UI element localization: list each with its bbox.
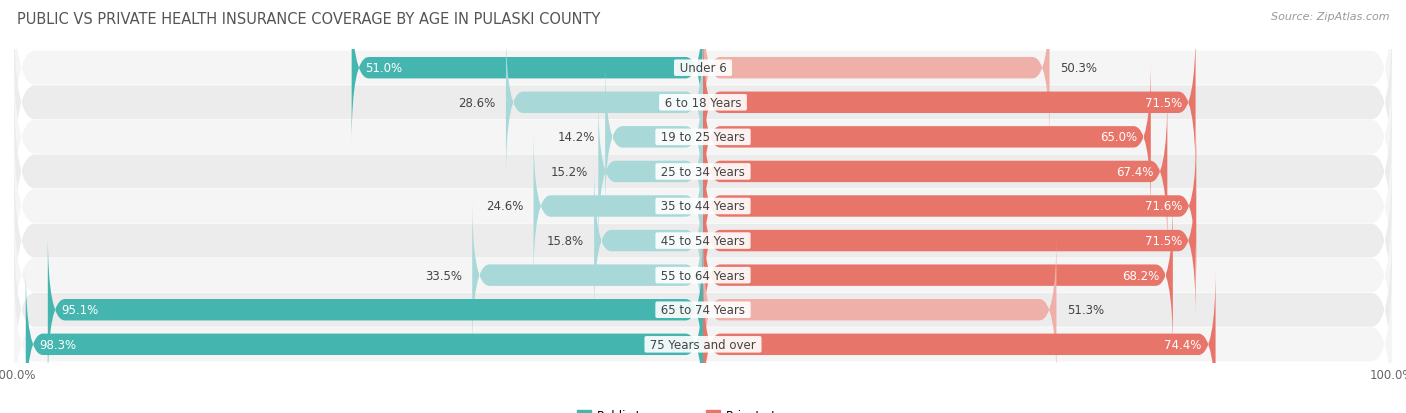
- Text: 65.0%: 65.0%: [1099, 131, 1137, 144]
- FancyBboxPatch shape: [14, 258, 1392, 413]
- Text: 98.3%: 98.3%: [39, 338, 77, 351]
- Text: 67.4%: 67.4%: [1116, 166, 1153, 178]
- Text: 28.6%: 28.6%: [458, 97, 496, 109]
- Text: PUBLIC VS PRIVATE HEALTH INSURANCE COVERAGE BY AGE IN PULASKI COUNTY: PUBLIC VS PRIVATE HEALTH INSURANCE COVER…: [17, 12, 600, 27]
- FancyBboxPatch shape: [703, 166, 1195, 316]
- FancyBboxPatch shape: [703, 0, 1049, 144]
- Text: 24.6%: 24.6%: [486, 200, 523, 213]
- Text: 71.5%: 71.5%: [1144, 97, 1182, 109]
- Text: 55 to 64 Years: 55 to 64 Years: [657, 269, 749, 282]
- FancyBboxPatch shape: [14, 189, 1392, 362]
- Text: 51.3%: 51.3%: [1067, 304, 1104, 316]
- FancyBboxPatch shape: [703, 200, 1173, 351]
- Text: 71.5%: 71.5%: [1144, 235, 1182, 247]
- FancyBboxPatch shape: [703, 97, 1167, 247]
- Text: 6 to 18 Years: 6 to 18 Years: [661, 97, 745, 109]
- Text: 45 to 54 Years: 45 to 54 Years: [657, 235, 749, 247]
- Text: 75 Years and over: 75 Years and over: [647, 338, 759, 351]
- Text: 33.5%: 33.5%: [425, 269, 461, 282]
- Text: 19 to 25 Years: 19 to 25 Years: [657, 131, 749, 144]
- Legend: Public Insurance, Private Insurance: Public Insurance, Private Insurance: [572, 404, 834, 413]
- Text: 14.2%: 14.2%: [557, 131, 595, 144]
- FancyBboxPatch shape: [14, 120, 1392, 293]
- FancyBboxPatch shape: [506, 28, 703, 178]
- FancyBboxPatch shape: [14, 17, 1392, 190]
- Text: 51.0%: 51.0%: [366, 62, 402, 75]
- FancyBboxPatch shape: [472, 200, 703, 351]
- FancyBboxPatch shape: [533, 131, 703, 282]
- FancyBboxPatch shape: [595, 166, 703, 316]
- FancyBboxPatch shape: [14, 0, 1392, 155]
- FancyBboxPatch shape: [703, 131, 1197, 282]
- Text: 25 to 34 Years: 25 to 34 Years: [657, 166, 749, 178]
- Text: 15.2%: 15.2%: [551, 166, 588, 178]
- FancyBboxPatch shape: [703, 235, 1056, 385]
- FancyBboxPatch shape: [14, 223, 1392, 396]
- FancyBboxPatch shape: [703, 28, 1195, 178]
- Text: 74.4%: 74.4%: [1164, 338, 1202, 351]
- FancyBboxPatch shape: [352, 0, 703, 144]
- Text: 95.1%: 95.1%: [62, 304, 98, 316]
- FancyBboxPatch shape: [605, 62, 703, 213]
- FancyBboxPatch shape: [48, 235, 703, 385]
- Text: 71.6%: 71.6%: [1144, 200, 1182, 213]
- FancyBboxPatch shape: [703, 62, 1152, 213]
- Text: 50.3%: 50.3%: [1060, 62, 1097, 75]
- FancyBboxPatch shape: [25, 269, 703, 413]
- Text: Under 6: Under 6: [676, 62, 730, 75]
- Text: 68.2%: 68.2%: [1122, 269, 1159, 282]
- FancyBboxPatch shape: [14, 51, 1392, 224]
- Text: 35 to 44 Years: 35 to 44 Years: [657, 200, 749, 213]
- Text: 15.8%: 15.8%: [547, 235, 583, 247]
- FancyBboxPatch shape: [14, 154, 1392, 328]
- Text: 65 to 74 Years: 65 to 74 Years: [657, 304, 749, 316]
- FancyBboxPatch shape: [599, 97, 703, 247]
- Text: Source: ZipAtlas.com: Source: ZipAtlas.com: [1271, 12, 1389, 22]
- FancyBboxPatch shape: [14, 85, 1392, 259]
- FancyBboxPatch shape: [703, 269, 1216, 413]
